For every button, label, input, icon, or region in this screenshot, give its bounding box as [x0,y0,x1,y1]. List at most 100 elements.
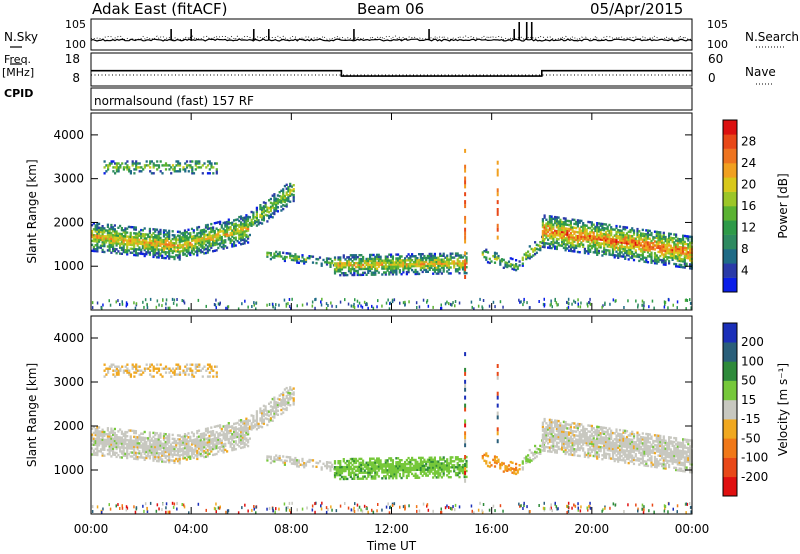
power-cell [669,246,672,249]
nave-right-tick: 60 [708,52,723,66]
power-cell [583,232,586,235]
power-cell [178,258,181,261]
velocity-cell [224,442,227,446]
power-cell [161,246,164,250]
power-cell [599,228,602,231]
power-cell [113,224,116,227]
power-cell [369,255,372,259]
power-speck [642,307,645,311]
power-cell [648,243,651,246]
power-cell [683,248,686,251]
power-cell [255,206,258,210]
velocity-cell [292,403,295,406]
velocity-cell [182,371,185,374]
power-cell [543,224,546,227]
power-speck [418,305,421,309]
velocity-cell [140,369,143,372]
velocity-cell [201,446,204,449]
power-cell [652,246,655,249]
velocity-cell [354,461,358,465]
power-cell [351,256,354,259]
power-cell [675,239,678,242]
velocity-cell [196,453,199,457]
velocity-cell [173,373,176,376]
power-cell [266,251,269,254]
power-cell [370,261,373,265]
power-speck [454,304,456,308]
power-cell [393,269,396,272]
power-cell [669,250,672,253]
power-cell [358,259,361,263]
velocity-cell [126,439,129,442]
power-cell [566,237,569,240]
power-cell [166,237,169,240]
power-cell [367,267,370,270]
power-speck [550,299,552,303]
velocity-cell [337,471,340,475]
power-cell [653,258,657,261]
velocity-cell [140,444,143,447]
power-cell [206,164,210,167]
power-cell [615,234,618,238]
power-cell [573,230,576,233]
power-cell [217,246,220,250]
power-cell [442,264,445,267]
velocity-cell [103,430,106,434]
power-cell [120,248,123,251]
power-cell [241,238,244,241]
velocity-cell [360,465,363,468]
power-cell [384,259,387,262]
power-cell [96,246,99,249]
velocity-cell [106,443,109,446]
power-cell [259,206,262,209]
velocity-cell [224,424,227,428]
velocity-cell [243,422,246,425]
power-cell [561,240,564,243]
power-cell [122,242,125,246]
power-cell [269,254,272,257]
velocity-cell [347,471,351,475]
velocity-cell [388,465,391,468]
power-cell [589,232,592,236]
power-cell [601,250,604,253]
velocity-cell [147,455,150,458]
velocity-cell [238,439,241,442]
velocity-cell [156,367,159,370]
velocity-cell [377,469,380,472]
velocity-cell [266,423,269,427]
power-cell [190,235,194,238]
velocity-cell [362,475,365,478]
power-speck [272,305,274,309]
power-cell [243,216,246,219]
power-cell [182,239,185,243]
velocity-cell [126,367,129,370]
velocity-cell [105,432,108,436]
power-cell [611,228,615,231]
power-cell [442,262,445,265]
power-cell [666,250,669,253]
velocity-cell [185,434,188,437]
power-speck [641,303,643,307]
velocity-cell [203,452,206,455]
velocity-cell [159,442,162,445]
power-cell [573,218,576,222]
velocity-cell [398,472,401,476]
power-cell [456,262,459,265]
power-cell [304,258,308,261]
power-cell [568,235,571,239]
velocity-cell [269,405,272,408]
velocity-cell [103,438,106,442]
power-speck [388,307,391,311]
power-cell [204,251,208,255]
power-cell [110,231,113,235]
power-cell [206,225,209,229]
velocity-cell [276,397,279,401]
velocity-cell [112,369,115,372]
velocity-cell [292,401,295,404]
velocity-cell [335,466,338,469]
power-cell [131,251,134,254]
velocity-cell [421,474,424,477]
power-cell [685,248,688,252]
power-cell [680,250,683,253]
velocity-cell [197,435,201,438]
